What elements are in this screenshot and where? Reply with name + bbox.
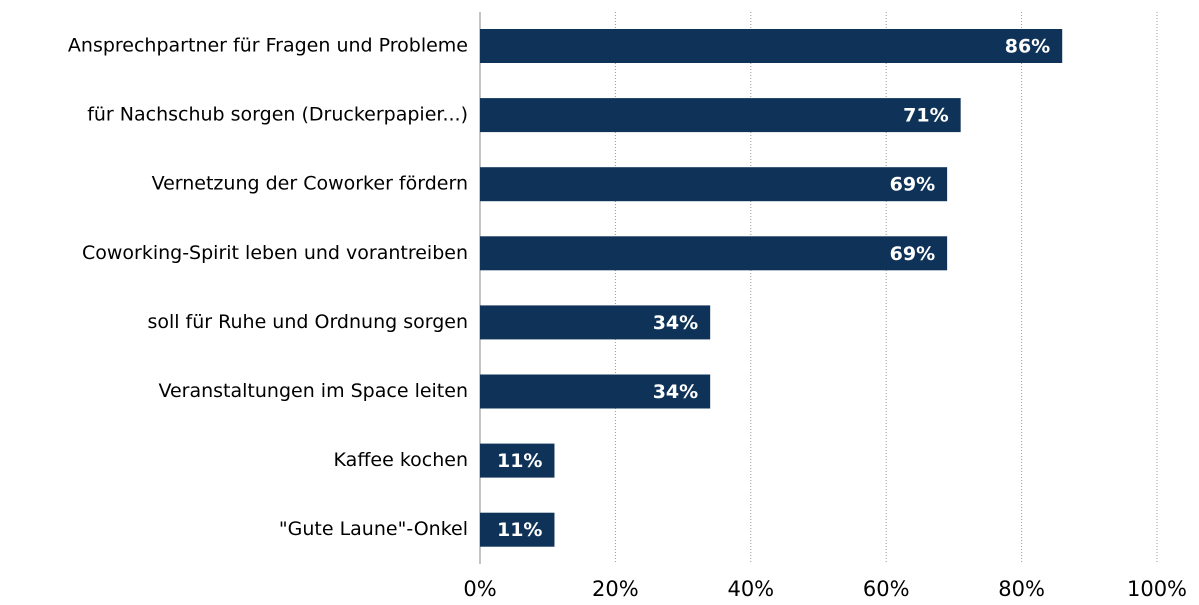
x-tick-label: 20%	[592, 577, 639, 601]
bar	[480, 512, 555, 547]
value-label: 71%	[903, 105, 948, 127]
x-tick-label: 0%	[463, 577, 496, 601]
value-label: 34%	[653, 381, 698, 403]
x-tick-label: 40%	[727, 577, 774, 601]
category-label: Ansprechpartner für Fragen und Probleme	[68, 35, 468, 57]
bar	[480, 29, 1063, 63]
value-label: 69%	[890, 174, 935, 196]
category-label: soll für Ruhe und Ordnung sorgen	[147, 311, 468, 333]
value-label: 11%	[497, 519, 542, 541]
x-tick-label: 80%	[998, 577, 1045, 601]
category-label: "Gute Laune"-Onkel	[279, 518, 468, 540]
bar	[480, 98, 961, 133]
value-label: 34%	[653, 312, 698, 334]
value-label: 11%	[497, 450, 542, 472]
category-label: Veranstaltungen im Space leiten	[158, 380, 468, 402]
bar	[480, 305, 711, 340]
category-label: Kaffee kochen	[334, 449, 468, 471]
value-label: 86%	[1005, 36, 1050, 58]
x-tick-label: 100%	[1127, 577, 1187, 601]
category-label: Coworking-Spirit leben und vorantreiben	[82, 242, 468, 264]
value-label: 69%	[890, 243, 935, 265]
bar	[480, 374, 711, 409]
bar	[480, 167, 948, 202]
bar	[480, 236, 948, 271]
category-label: Vernetzung der Coworker fördern	[152, 173, 468, 195]
bar	[480, 443, 555, 478]
category-label: für Nachschub sorgen (Druckerpapier...)	[87, 104, 468, 126]
x-tick-label: 60%	[863, 577, 910, 601]
